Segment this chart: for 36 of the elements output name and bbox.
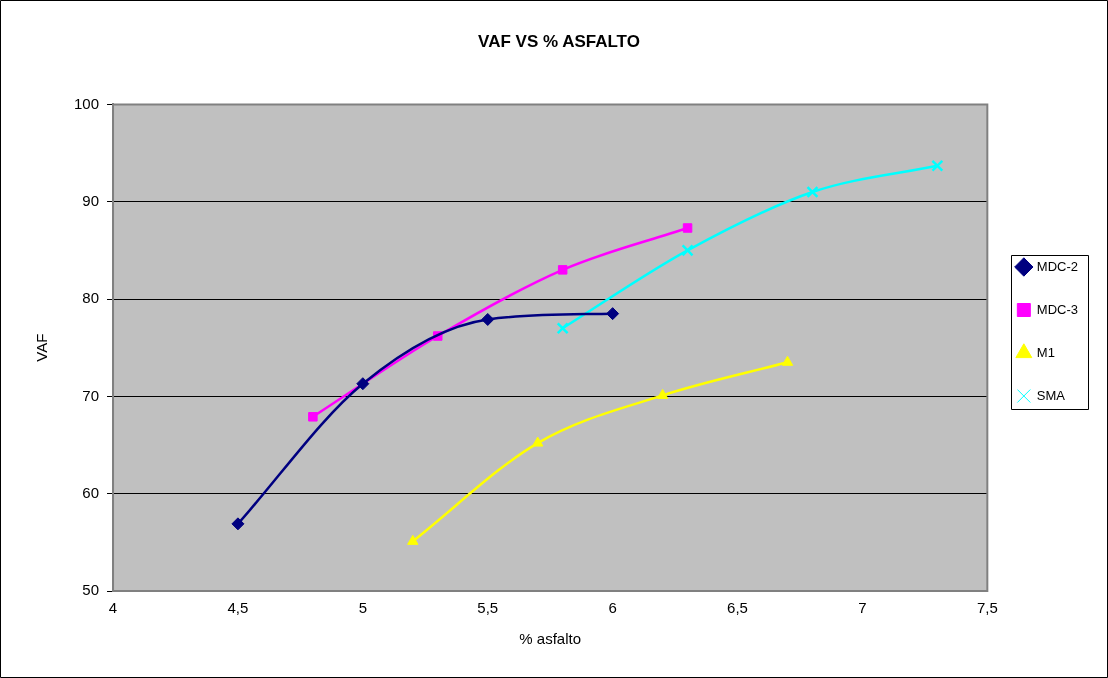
point (407, 534, 419, 545)
chart-title: VAF VS % ASFALTO (478, 31, 640, 51)
y-tick-label: 70 (82, 386, 100, 404)
legend-label: M1 (1036, 344, 1055, 360)
legend-label: MDC-3 (1036, 301, 1079, 317)
point (231, 517, 245, 531)
x-tick-label: 6,5 (727, 599, 748, 617)
y-tick-label: 50 (82, 581, 100, 599)
y-axis-title: VAF (33, 333, 51, 362)
legend-label: SMA (1036, 387, 1066, 403)
point (356, 377, 370, 391)
y-tick-label: 60 (82, 483, 100, 501)
y-tick-label: 90 (82, 191, 100, 209)
x-tick-label: 4,5 (227, 599, 249, 617)
x-tick-label: 7 (858, 599, 867, 617)
point (481, 312, 495, 326)
y-tick-label: 100 (74, 94, 100, 112)
point (931, 159, 944, 172)
x-tick-label: 6 (608, 599, 617, 617)
point (556, 322, 569, 335)
point (781, 355, 794, 366)
y-tick-label: 80 (82, 289, 100, 307)
point (308, 412, 318, 422)
point (606, 307, 620, 321)
point (806, 185, 819, 199)
x-tick-label: 5,5 (477, 599, 499, 617)
point (682, 223, 693, 233)
point (656, 388, 669, 399)
x-tick-label: 5 (358, 599, 367, 617)
legend-label: MDC-2 (1036, 258, 1079, 274)
point (557, 265, 568, 275)
x-axis-title: % asfalto (519, 630, 582, 648)
point (532, 436, 544, 447)
x-tick-label: 4 (108, 599, 118, 617)
point (681, 244, 694, 257)
x-tick-label: 7,5 (976, 599, 998, 617)
